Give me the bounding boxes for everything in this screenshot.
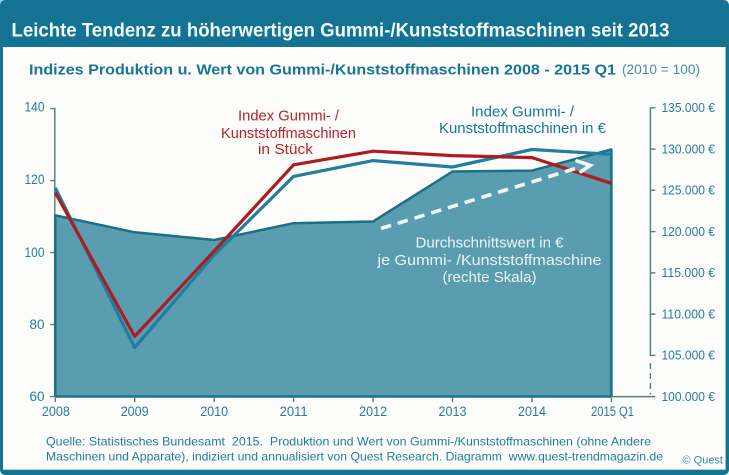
svg-text:(2010 = 100): (2010 = 100) [622, 62, 700, 77]
svg-text:130.000 €: 130.000 € [662, 141, 716, 156]
svg-text:Index Gummi- /: Index Gummi- / [238, 107, 340, 124]
svg-text:je Gummi- /Kunststoffmaschine: je Gummi- /Kunststoffmaschine [376, 252, 601, 269]
svg-text:110.000 €: 110.000 € [662, 306, 716, 321]
svg-text:Index Gummi- /: Index Gummi- / [471, 104, 575, 121]
svg-text:60: 60 [29, 389, 44, 404]
svg-text:Maschinen und Apparate), indiz: Maschinen und Apparate), indiziert und a… [46, 450, 663, 464]
svg-text:135.000 €: 135.000 € [662, 100, 716, 115]
svg-text:in Stück: in Stück [258, 141, 313, 158]
svg-text:Kunststoffmaschinen: Kunststoffmaschinen [221, 125, 356, 142]
svg-text:2009: 2009 [121, 404, 149, 419]
svg-text:2013: 2013 [439, 404, 467, 419]
svg-text:2015 Q1: 2015 Q1 [591, 404, 634, 419]
svg-text:140: 140 [25, 100, 45, 115]
svg-text:125.000 €: 125.000 € [662, 183, 716, 198]
svg-text:120.000 €: 120.000 € [662, 224, 716, 239]
svg-text:2010: 2010 [200, 404, 228, 419]
svg-text:2014: 2014 [518, 404, 546, 419]
svg-text:105.000 €: 105.000 € [662, 348, 716, 363]
svg-text:Leichte Tendenz zu höherwertig: Leichte Tendenz zu höherwertigen Gummi-/… [12, 20, 670, 42]
svg-text:100.000 €: 100.000 € [662, 389, 716, 404]
svg-text:2011: 2011 [280, 404, 308, 419]
svg-text:Durchschnittswert in €: Durchschnittswert in € [416, 235, 565, 252]
svg-text:2012: 2012 [359, 404, 387, 419]
svg-text:(rechte Skala): (rechte Skala) [443, 269, 537, 286]
svg-text:100: 100 [25, 245, 45, 260]
svg-text:Kunststoffmaschinen in €: Kunststoffmaschinen in € [439, 120, 607, 137]
svg-text:120: 120 [25, 172, 45, 187]
svg-text:© Quest: © Quest [682, 455, 723, 467]
svg-text:2008: 2008 [42, 404, 70, 419]
svg-text:80: 80 [29, 317, 44, 332]
svg-text:Indizes Produktion u. Wert von: Indizes Produktion u. Wert von Gummi-/Ku… [29, 61, 616, 78]
svg-text:115.000 €: 115.000 € [662, 265, 716, 280]
svg-text:Quelle: Statistisches Bundesam: Quelle: Statistisches Bundesamt 2015. Pr… [46, 435, 651, 449]
